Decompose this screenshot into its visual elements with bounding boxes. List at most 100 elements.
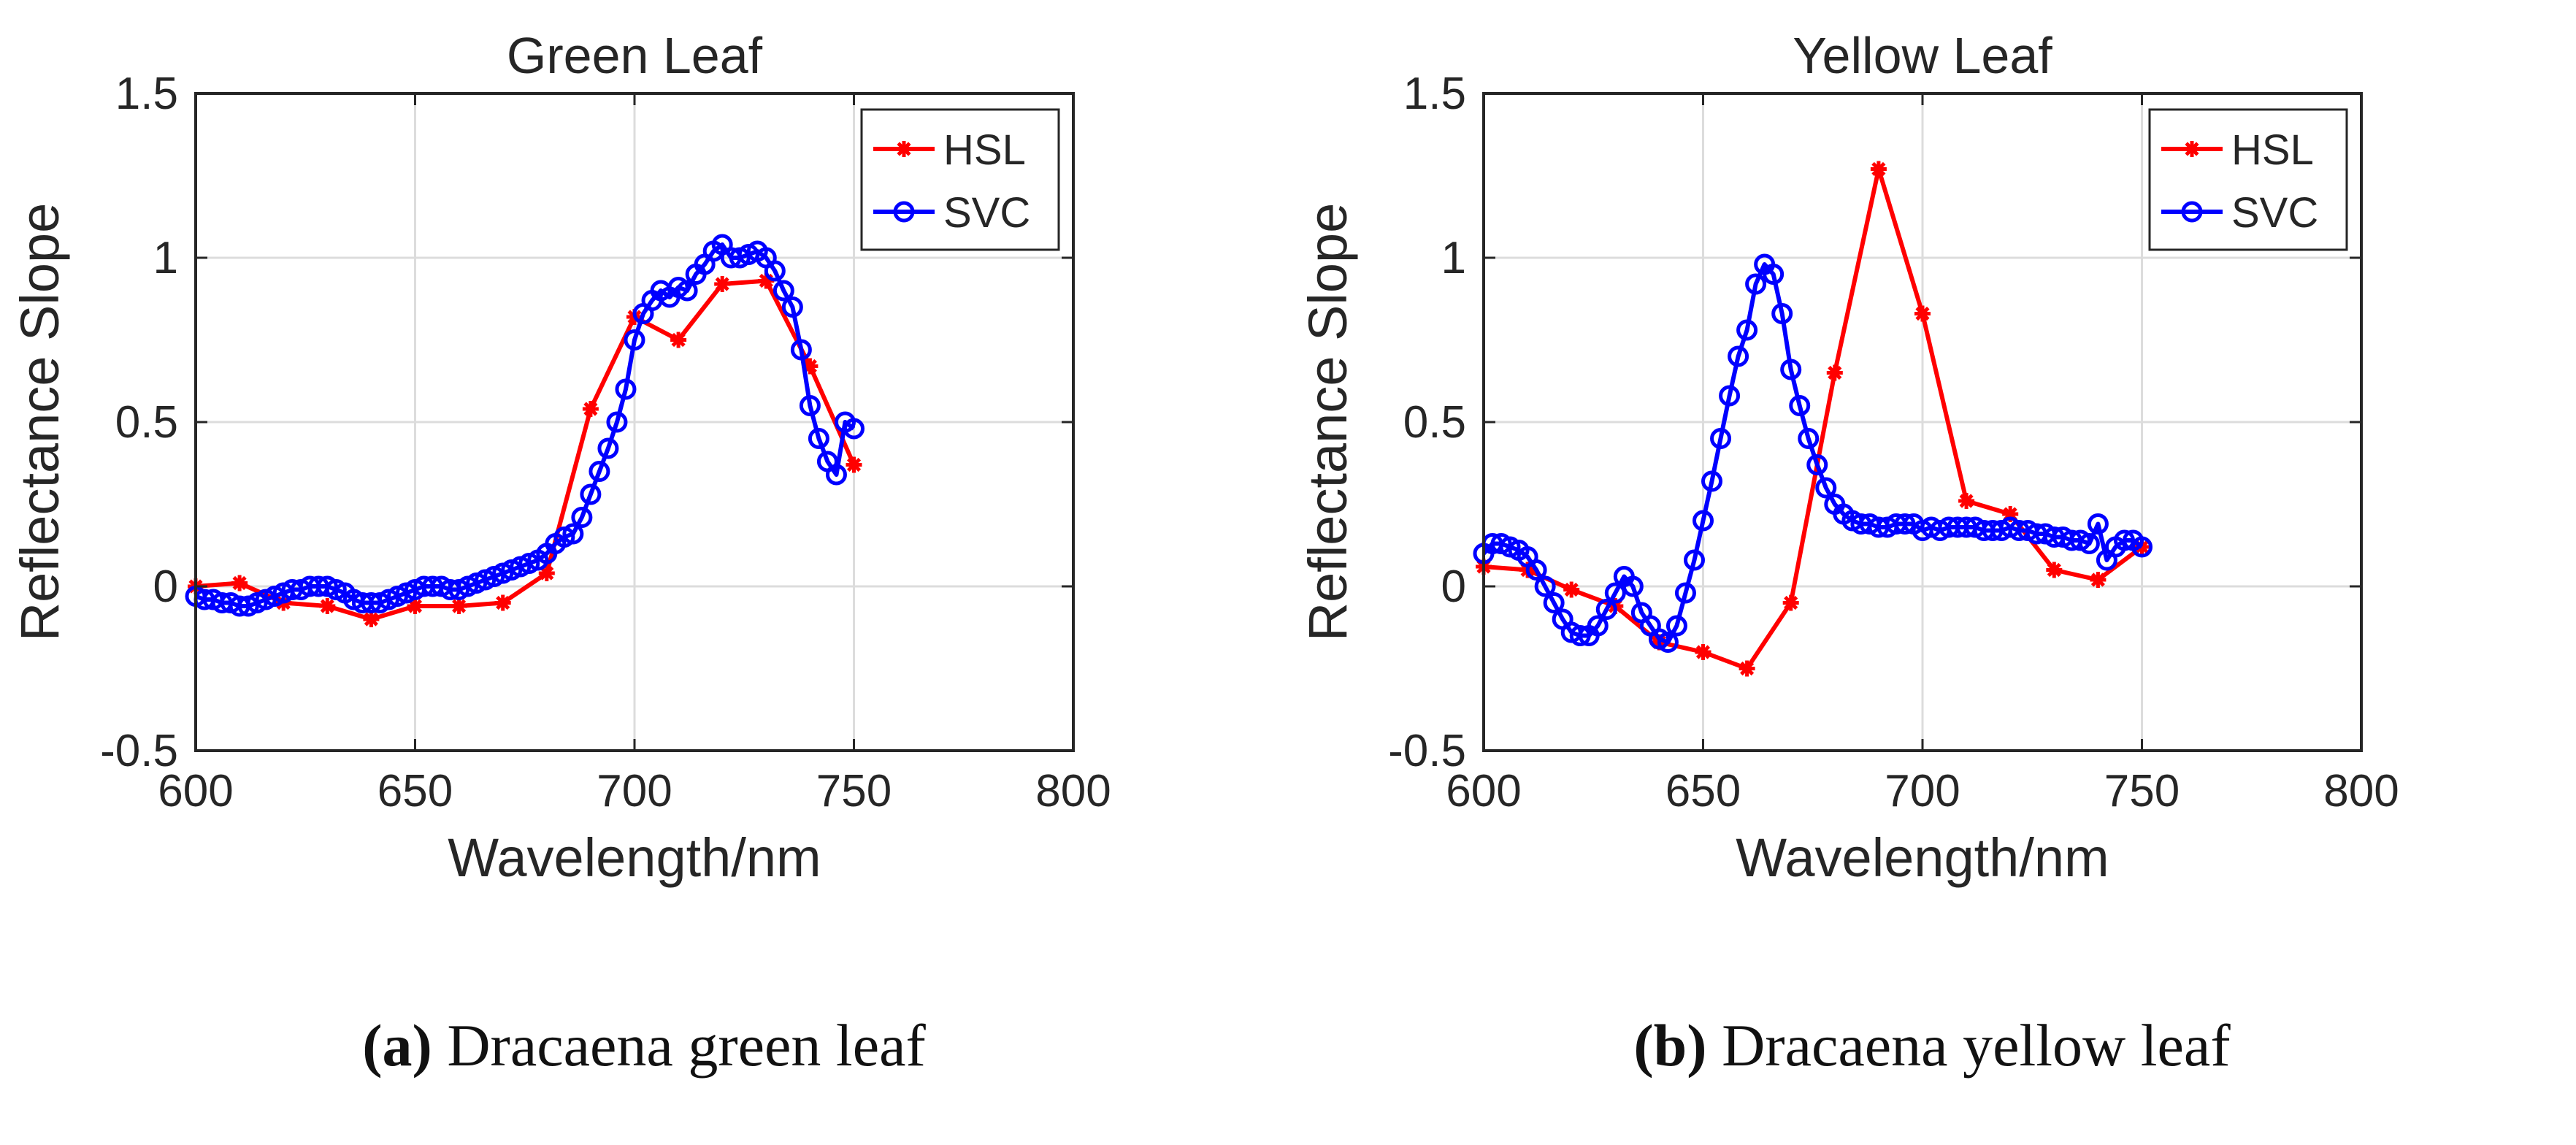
chart-green-leaf: 600 650 700 750 800 -0.5 0 0.5 1 1.5 Green Leaf Wav… bbox=[9, 27, 1111, 888]
c0-series-svc-point-43 bbox=[562, 523, 584, 545]
c0-xtick-label-600: 600 bbox=[158, 766, 233, 816]
c0-series-hsl-point-4 bbox=[363, 611, 380, 627]
c1-series-svc-point-8 bbox=[1543, 592, 1565, 613]
c1-series-hsl-point-13 bbox=[2046, 562, 2063, 578]
c1-xtick-label-600: 600 bbox=[1446, 766, 1521, 816]
c1-series-svc-point-30 bbox=[1736, 319, 1758, 341]
c0-series-svc-point-49 bbox=[615, 378, 637, 400]
c0-series-svc-point-73 bbox=[825, 464, 847, 486]
c1-series-svc-point-48 bbox=[1894, 513, 1916, 535]
c1-series-svc-point-27 bbox=[1710, 428, 1732, 449]
c1-ytick-label-0-5: -0.5 bbox=[1388, 726, 1466, 776]
c0-series-hsl-point-11 bbox=[670, 332, 687, 348]
c1-series-hsl-line bbox=[1483, 166, 2144, 671]
figure-panel-b: 600 650 700 750 800 -0.5 0 0.5 1 1.5 Yellow Leaf Wa… bbox=[1288, 0, 2576, 1145]
c0-series-svc-point-71 bbox=[808, 428, 829, 449]
c1-series-hsl-point-14 bbox=[2090, 572, 2107, 588]
c1-series-svc-point-7 bbox=[1534, 575, 1556, 597]
c1-series-svc-point-39 bbox=[1815, 477, 1837, 499]
c0-series-svc-line bbox=[194, 242, 856, 608]
c1-series-svc-point-34 bbox=[1771, 303, 1793, 324]
c0-legend-hsl-label: HSL bbox=[943, 126, 1026, 174]
c1-series-svc-point-17 bbox=[1622, 575, 1644, 597]
c1-series-hsl-point-9 bbox=[1870, 161, 1887, 177]
c1-series-svc-point-14 bbox=[1595, 599, 1617, 620]
c1-series-svc-point-37 bbox=[1798, 428, 1820, 449]
c1-series-hsl-point-7 bbox=[1782, 594, 1799, 611]
c0-legend-hsl-marker bbox=[896, 141, 912, 157]
c0-series-hsl-point-1 bbox=[231, 575, 248, 591]
c1-series-svc-point-25 bbox=[1693, 510, 1714, 532]
c0-ytick-label-0-5: -0.5 bbox=[100, 726, 178, 776]
c1-ytick-label-1: 1 bbox=[1441, 233, 1466, 283]
c1-series-hsl-point-2 bbox=[1563, 581, 1580, 598]
caption-a-text: Dracaena green leaf bbox=[447, 1012, 926, 1079]
caption-b-label: (b) bbox=[1633, 1012, 1707, 1079]
c0-series-hsl-point-14 bbox=[802, 358, 819, 375]
c0-series-hsl-point-6 bbox=[451, 598, 467, 614]
c1-series-svc-point-23 bbox=[1674, 582, 1696, 604]
c1-y-axis-label: Reflectance Slope bbox=[1297, 203, 1358, 642]
c1-series-svc-point-28 bbox=[1719, 385, 1741, 407]
caption-a-label: (a) bbox=[362, 1012, 432, 1079]
c0-legend-svc-label: SVC bbox=[943, 189, 1030, 237]
c0-series-svc-point-56 bbox=[676, 280, 698, 302]
c0-x-axis-label: Wavelength/nm bbox=[448, 827, 821, 888]
c1-series-svc-point-22 bbox=[1665, 615, 1687, 637]
c1-series-svc-point-11 bbox=[1569, 625, 1591, 646]
c0-series-svc-point-70 bbox=[799, 395, 821, 416]
c1-xtick-label-700: 700 bbox=[1885, 766, 1960, 816]
c1-series-svc-point-15 bbox=[1604, 582, 1626, 604]
c1-series-svc-point-73 bbox=[2113, 529, 2135, 551]
c1-x-axis-label: Wavelength/nm bbox=[1736, 827, 2109, 888]
c0-series-hsl-point-5 bbox=[407, 598, 423, 614]
caption-a: (a) Dracaena green leaf bbox=[0, 1011, 1288, 1080]
c0-series-svc-point-47 bbox=[597, 437, 619, 459]
c0-series-hsl-point-7 bbox=[494, 594, 511, 611]
c0-y-axis-label: Reflectance Slope bbox=[9, 203, 70, 642]
c0-series-hsl-point-9 bbox=[582, 401, 599, 417]
c1-legend-svc-marker bbox=[2181, 201, 2203, 223]
c0-ytick-label-0: 0 bbox=[153, 562, 178, 612]
c0-series-svc-point-45 bbox=[580, 483, 602, 505]
c1-series-svc-line bbox=[1481, 262, 2144, 645]
c0-chart-title: Green Leaf bbox=[507, 27, 763, 84]
c1-series-svc-point-29 bbox=[1728, 345, 1749, 367]
c1-series-hsl-point-11 bbox=[1958, 493, 1975, 509]
c1-legend-hsl-label: HSL bbox=[2231, 126, 2314, 174]
c1-series-hsl-point-6 bbox=[1739, 660, 1755, 677]
c0-series-svc-point-75 bbox=[843, 418, 865, 440]
c1-series-svc-point-24 bbox=[1683, 549, 1705, 571]
c1-series-svc-point-33 bbox=[1763, 264, 1785, 285]
c1-xtick-label-750: 750 bbox=[2104, 766, 2180, 816]
c0-ytick-label-1: 1 bbox=[153, 233, 178, 283]
c0-series-hsl-point-15 bbox=[846, 456, 862, 473]
caption-b-text: Dracaena yellow leaf bbox=[1722, 1012, 2231, 1079]
c1-series-svc-point-75 bbox=[2131, 536, 2153, 558]
c0-xtick-label-800: 800 bbox=[1035, 766, 1111, 816]
c0-series-svc-point-48 bbox=[606, 411, 628, 433]
c0-series-hsl-point-12 bbox=[714, 276, 731, 292]
c1-series-hsl-point-8 bbox=[1826, 364, 1843, 381]
c1-series-hsl-point-12 bbox=[2002, 506, 2019, 522]
c1-series-hsl-point-10 bbox=[1914, 305, 1931, 322]
c0-series-hsl-point-13 bbox=[758, 272, 775, 289]
c0-legend-box bbox=[860, 108, 1060, 251]
caption-b: (b) Dracaena yellow leaf bbox=[1288, 1011, 2576, 1080]
c1-series-svc-point-36 bbox=[1789, 395, 1811, 416]
c0-series-svc-point-46 bbox=[589, 461, 610, 482]
c1-ytick-label-0-5: 0.5 bbox=[1403, 397, 1466, 448]
c1-series-svc-point-69 bbox=[2078, 533, 2100, 554]
c1-series-svc-point-26 bbox=[1701, 470, 1723, 492]
figure-panel-a: 600 650 700 750 800 -0.5 0 0.5 1 1.5 Green Leaf Wav… bbox=[0, 27, 1288, 1080]
c1-xtick-label-650: 650 bbox=[1665, 766, 1741, 816]
c1-series-svc-point-35 bbox=[1780, 359, 1802, 380]
c1-chart-title: Yellow Leaf bbox=[1793, 27, 2052, 84]
c0-series-hsl-point-8 bbox=[538, 565, 555, 581]
c0-series-svc-point-68 bbox=[781, 296, 803, 318]
c0-series-svc-point-69 bbox=[790, 339, 812, 361]
chart-yellow-leaf: 600 650 700 750 800 -0.5 0 0.5 1 1.5 Yellow Leaf Wa… bbox=[1297, 27, 2399, 888]
c0-series-svc-point-66 bbox=[764, 260, 786, 282]
c1-legend-box bbox=[2148, 108, 2348, 251]
c0-legend-svc-marker bbox=[893, 201, 915, 223]
